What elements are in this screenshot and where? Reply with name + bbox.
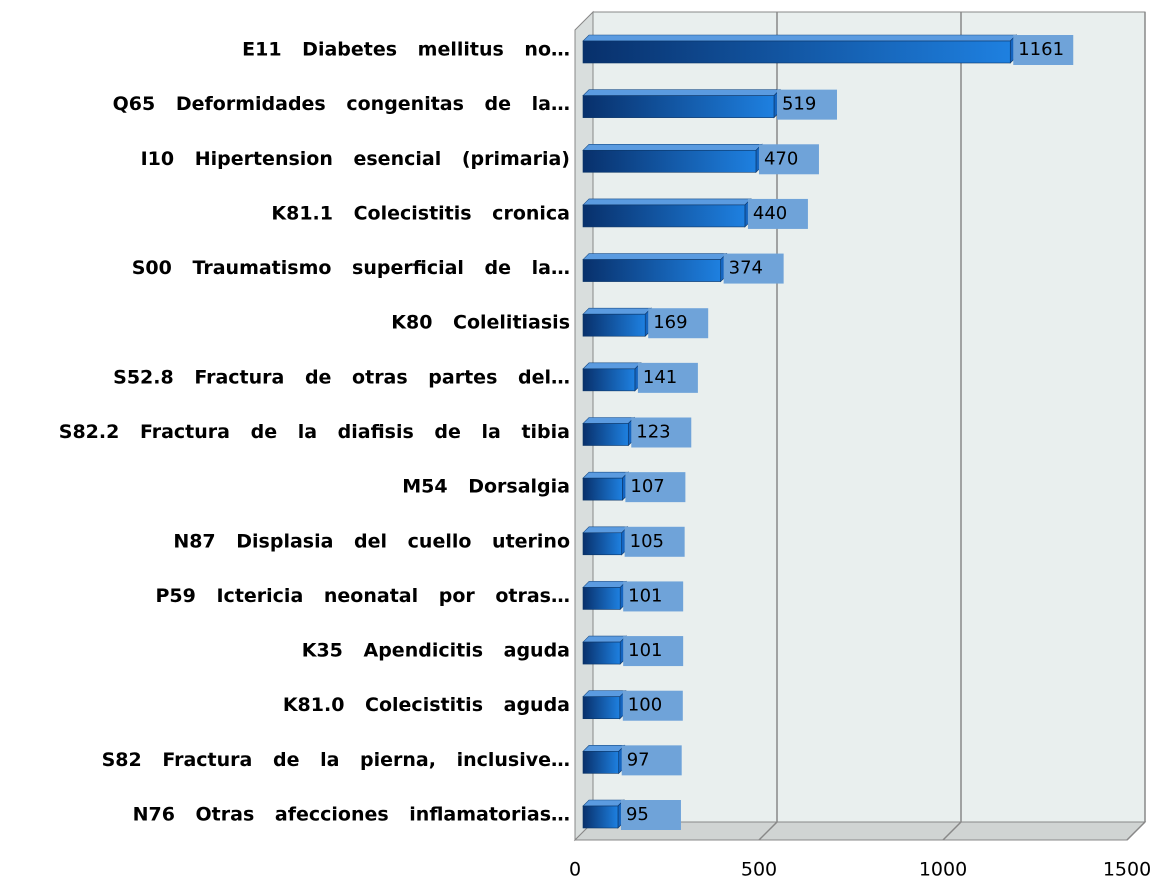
value-label-box bbox=[723, 253, 784, 284]
bar-top bbox=[582, 34, 1017, 42]
value-label: 107 bbox=[630, 476, 664, 497]
bar bbox=[582, 423, 629, 446]
y-tick-label: I10 Hipertension esencial (primaria) bbox=[141, 148, 570, 170]
bar bbox=[582, 532, 622, 556]
value-label: 1161 bbox=[1018, 39, 1064, 60]
bar bbox=[582, 95, 775, 118]
y-tick-label: Q65 Deformidades congenitas de la… bbox=[113, 93, 570, 115]
value-label-box bbox=[758, 144, 819, 175]
bar bbox=[582, 751, 619, 774]
value-label-box bbox=[623, 636, 684, 667]
y-tick-label: S82 Fractura de la pierna, inclusive… bbox=[102, 749, 570, 771]
y-tick-label: K81.1 Colecistitis cronica bbox=[271, 202, 570, 224]
bar bbox=[582, 313, 646, 337]
value-label-box bbox=[776, 89, 837, 120]
value-label-box bbox=[747, 198, 808, 229]
value-label: 101 bbox=[628, 585, 662, 606]
bar-top bbox=[582, 526, 629, 534]
value-label: 123 bbox=[636, 422, 670, 443]
bar-top bbox=[582, 471, 630, 479]
value-label: 100 bbox=[628, 695, 662, 716]
value-label-box bbox=[624, 526, 685, 557]
value-label-box bbox=[621, 745, 682, 776]
bar bbox=[582, 696, 621, 720]
value-label-box bbox=[648, 308, 709, 339]
y-tick-label: S52.8 Fractura de otras partes del… bbox=[113, 366, 570, 388]
bar-top bbox=[582, 745, 626, 752]
bar-top bbox=[582, 799, 625, 807]
grid-line bbox=[942, 821, 962, 841]
y-tick-label: M54 Dorsalgia bbox=[402, 476, 570, 498]
bar-top bbox=[582, 89, 781, 96]
value-label-box bbox=[637, 362, 698, 393]
bar-top bbox=[582, 143, 763, 151]
value-label: 97 bbox=[627, 749, 650, 770]
value-label: 440 bbox=[753, 203, 787, 224]
y-tick-label: P59 Ictericia neonatal por otras… bbox=[156, 585, 571, 607]
y-tick-label: K35 Apendicitis aguda bbox=[302, 640, 570, 662]
value-label-box bbox=[1013, 35, 1074, 65]
value-label: 470 bbox=[764, 148, 798, 169]
bar-top bbox=[582, 307, 652, 315]
y-tick-label: S00 Traumatismo superficial de la… bbox=[132, 257, 570, 279]
grid-line bbox=[1126, 821, 1146, 841]
grid-line bbox=[758, 821, 778, 841]
bar bbox=[582, 805, 619, 829]
value-label: 374 bbox=[729, 258, 763, 279]
x-tick-label: 500 bbox=[741, 859, 777, 881]
bar-top bbox=[582, 198, 752, 206]
bar-top bbox=[582, 690, 627, 698]
bar bbox=[582, 149, 757, 173]
value-label: 141 bbox=[643, 367, 677, 388]
value-label: 101 bbox=[628, 640, 662, 661]
y-tick-label: E11 Diabetes mellitus no… bbox=[242, 39, 570, 61]
bar bbox=[582, 587, 621, 610]
bar bbox=[582, 40, 1011, 64]
bar bbox=[582, 259, 721, 282]
value-label: 169 bbox=[653, 312, 687, 333]
value-label-box bbox=[620, 800, 681, 830]
bar-top bbox=[582, 253, 728, 260]
x-tick-label: 1000 bbox=[919, 859, 967, 881]
bar bbox=[582, 477, 623, 501]
bar bbox=[582, 368, 636, 392]
bar-top bbox=[582, 581, 627, 588]
bar-top bbox=[582, 362, 642, 370]
y-tick-label: K80 Colelitiasis bbox=[391, 312, 570, 334]
bar bbox=[582, 204, 746, 228]
y-tick-label: N76 Otras afecciones inflamatorias… bbox=[133, 804, 570, 826]
value-label-box bbox=[622, 690, 683, 721]
y-tick-label: N87 Displasia del cuello uterino bbox=[173, 530, 570, 552]
value-label: 519 bbox=[782, 94, 816, 115]
bar bbox=[582, 641, 621, 665]
y-tick-label: K81.0 Colecistitis aguda bbox=[283, 694, 570, 716]
value-label-box bbox=[631, 417, 692, 448]
bar-top bbox=[582, 417, 635, 424]
value-label-box bbox=[623, 581, 684, 612]
value-label: 95 bbox=[626, 804, 649, 825]
value-label: 105 bbox=[630, 531, 664, 552]
y-tick-label: S82.2 Fractura de la diafisis de la tibi… bbox=[59, 421, 570, 443]
value-label-box bbox=[625, 472, 686, 503]
bar-top bbox=[582, 635, 627, 643]
x-tick-label: 0 bbox=[569, 859, 581, 881]
x-tick-label: 1500 bbox=[1103, 859, 1151, 881]
